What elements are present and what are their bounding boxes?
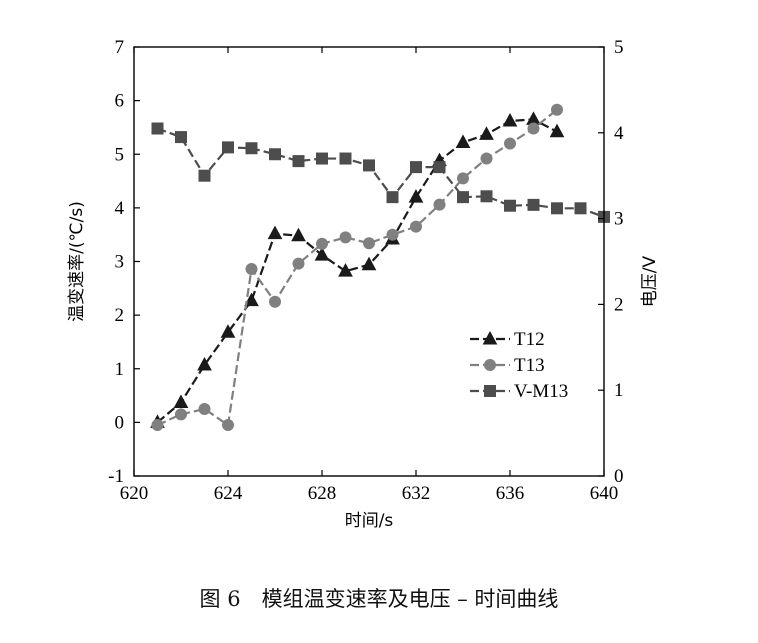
y2-axis-title: 电压/V xyxy=(640,255,660,307)
data-point-t12 xyxy=(479,126,494,140)
data-point-v-m13 xyxy=(175,131,187,144)
y-axis-title: 温变速率/(℃/s) xyxy=(67,201,87,322)
data-point-t12 xyxy=(244,292,259,307)
data-point-v-m13 xyxy=(339,152,352,165)
y2-tick-label: 0 xyxy=(614,466,624,487)
data-point-t13 xyxy=(292,257,305,270)
data-point-v-m13 xyxy=(292,155,305,168)
legend-marker xyxy=(484,359,496,371)
data-point-t13 xyxy=(480,152,493,165)
data-point-t12 xyxy=(220,324,236,338)
data-point-v-m13 xyxy=(386,191,399,204)
data-point-v-m13 xyxy=(151,122,164,135)
series-layer xyxy=(150,103,610,432)
y-tick-label: 0 xyxy=(115,412,125,433)
x-tick-label: 636 xyxy=(496,483,525,504)
y-tick-label: 4 xyxy=(115,198,125,219)
y2-tick-label: 3 xyxy=(614,209,624,230)
data-point-t13 xyxy=(316,237,328,250)
data-point-v-m13 xyxy=(269,148,281,161)
data-point-t12 xyxy=(267,225,283,240)
data-point-v-m13 xyxy=(245,142,258,155)
data-point-t13 xyxy=(175,408,187,421)
y-tick-label: -1 xyxy=(108,466,124,487)
data-point-t13 xyxy=(457,172,469,185)
data-point-t13 xyxy=(433,198,446,211)
legend-marker xyxy=(484,385,496,397)
data-point-t12 xyxy=(173,394,189,409)
y2-tick-label: 2 xyxy=(614,294,624,315)
y-tick-label: 1 xyxy=(115,359,125,380)
legend-marker xyxy=(482,330,498,345)
data-point-t13 xyxy=(527,122,540,135)
data-point-t13 xyxy=(410,220,422,233)
y-tick-label: 2 xyxy=(115,305,125,326)
figure-caption: 图 6 模组温变速率及电压 – 时间曲线 xyxy=(199,587,559,611)
series-v-m13 xyxy=(151,122,610,223)
data-point-t12 xyxy=(291,227,306,242)
series-t12 xyxy=(150,111,565,428)
x-tick-label: 640 xyxy=(590,483,619,504)
data-point-t12 xyxy=(197,356,212,371)
x-tick-label: 632 xyxy=(402,483,431,504)
x-tick-label: 624 xyxy=(214,483,243,504)
x-tick-label: 628 xyxy=(308,483,337,504)
data-point-t12 xyxy=(408,189,424,203)
axes: 620 624 628 632 636 640 -1 0 1 2 3 4 5 6 7 0 1 2 3 4 5 xyxy=(108,37,624,504)
data-point-t13 xyxy=(504,137,516,150)
data-point-v-m13 xyxy=(316,152,328,165)
data-point-t12 xyxy=(361,256,377,271)
data-point-v-m13 xyxy=(527,198,540,211)
data-point-v-m13 xyxy=(574,202,587,215)
data-point-v-m13 xyxy=(480,190,493,203)
data-point-t13 xyxy=(245,263,258,276)
legend-label: T13 xyxy=(514,355,545,376)
data-point-v-m13 xyxy=(363,159,375,172)
series-t13 xyxy=(151,103,563,432)
data-point-t13 xyxy=(551,103,563,116)
data-point-t13 xyxy=(386,228,399,241)
data-point-v-m13 xyxy=(410,161,422,174)
data-point-v-m13 xyxy=(198,169,211,182)
data-point-t12 xyxy=(338,263,353,277)
data-point-t13 xyxy=(222,419,234,432)
y2-tick-label: 5 xyxy=(614,37,624,58)
legend-label: T12 xyxy=(514,329,545,350)
y-tick-label: 6 xyxy=(115,91,125,112)
data-point-t12 xyxy=(455,134,471,148)
y-tick-label: 7 xyxy=(115,37,125,58)
x-axis-title: 时间/s xyxy=(345,511,394,531)
data-point-v-m13 xyxy=(551,202,563,215)
data-point-t12 xyxy=(502,112,518,127)
y2-tick-label: 1 xyxy=(614,380,624,401)
y2-tick-label: 4 xyxy=(614,123,624,144)
data-point-t13 xyxy=(198,402,211,415)
y-tick-label: 5 xyxy=(115,144,125,165)
series-line-t12 xyxy=(156,118,558,424)
y-tick-label: 3 xyxy=(115,252,125,273)
data-point-t13 xyxy=(339,231,352,244)
data-point-v-m13 xyxy=(433,161,446,174)
data-point-v-m13 xyxy=(457,191,469,204)
legend: T12 T13 V-M13 xyxy=(470,329,568,402)
legend-label: V-M13 xyxy=(514,381,568,402)
data-point-v-m13 xyxy=(504,199,516,212)
data-point-t13 xyxy=(363,237,375,250)
data-point-v-m13 xyxy=(222,141,234,154)
data-point-t12 xyxy=(549,123,565,138)
x-tick-label: 620 xyxy=(120,483,149,504)
data-point-t13 xyxy=(269,295,281,308)
data-point-t12 xyxy=(314,247,330,261)
data-point-t13 xyxy=(151,419,164,432)
